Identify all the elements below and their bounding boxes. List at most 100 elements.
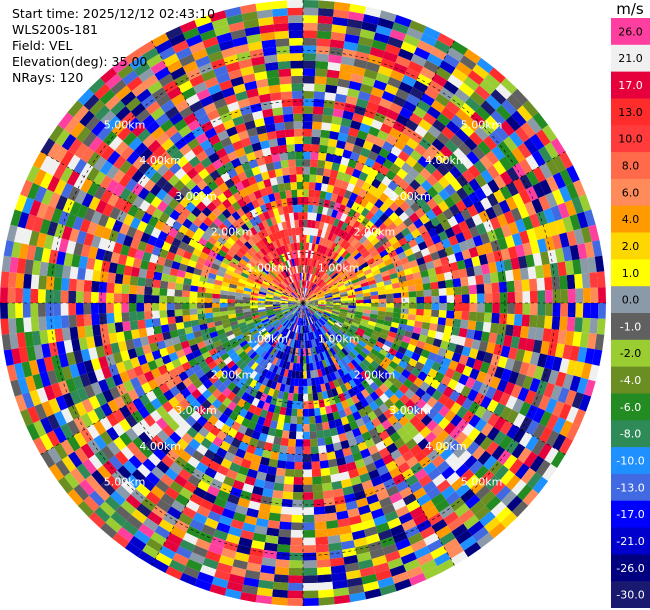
radar-gate [361,76,376,87]
radar-gate [378,447,391,459]
radar-gate [39,218,51,235]
radar-gate [21,228,33,245]
radar-gate [241,178,251,189]
radar-gate [220,245,230,254]
radar-gate [453,147,467,162]
radar-gate [308,291,314,298]
radar-gate [292,308,298,315]
radar-gate [455,362,466,374]
radar-gate [263,418,272,428]
radar-gate [220,423,231,435]
radar-gate [292,347,296,356]
colorbar-tick-label: -26.0 [616,562,644,575]
radar-gate [73,242,84,256]
radar-gate [311,354,316,363]
radar-gate [22,288,31,303]
radar-gate [523,138,539,155]
radar-gate [178,80,193,94]
radar-gate [248,404,257,414]
radar-gate [273,405,281,415]
radar-gate [305,288,310,297]
radar-gate [149,409,162,423]
radar-gate [361,479,374,491]
radar-gate [309,282,315,290]
radar-gate [527,326,537,340]
radar-gate [342,262,351,270]
radar-gate [136,220,148,233]
radar-gate [587,333,597,350]
radar-gate [265,362,272,371]
radar-gate [312,392,319,401]
radar-gate [442,434,455,448]
radar-gate [357,272,366,279]
radar-gate [340,305,349,308]
radar-gate [212,288,221,295]
radar-gate [336,425,346,435]
radar-gate [537,238,548,253]
radar-gate [214,320,223,327]
radar-gate [589,272,598,288]
radar-gate [323,99,335,109]
radar-gate [328,54,343,64]
radar-gate [292,308,299,315]
radar-gate [310,274,314,282]
radar-gate [253,447,264,457]
radar-gate [191,325,201,333]
radar-gate [100,402,113,417]
radar-gate [430,46,447,61]
radar-gate [325,257,332,265]
radar-gate [467,70,485,86]
radar-gate [474,126,489,141]
radar-gate [378,192,389,203]
radar-gate [435,525,452,540]
radar-gate [429,436,443,450]
radar-gate [284,252,289,261]
radar-gate [292,291,298,298]
radar-gate [420,269,429,278]
radar-gate [393,338,402,347]
radar-gate [451,243,462,254]
radar-gate [249,48,264,59]
radar-gate [295,303,303,305]
radar-gate [477,293,485,303]
radar-gate [313,197,320,206]
radar-gate [240,529,255,541]
radar-gate [159,295,167,303]
radar-gate [137,128,151,143]
radar-gate [235,292,244,297]
radar-gate [506,313,515,326]
radar-gate [304,288,307,296]
radar-gate [371,303,379,307]
radar-gate [186,383,197,394]
radar-gate [540,223,552,239]
radar-gate [289,323,294,331]
radar-gate [303,15,319,24]
radar-gate [168,351,179,362]
radar-gate [310,377,316,386]
radar-gate [430,281,439,290]
radar-gate [485,342,496,354]
radar-gate [311,385,318,394]
radar-gate [375,522,390,534]
radar-gate [317,279,324,287]
radar-gate [280,513,292,523]
radar-gate [375,154,387,166]
radar-gate [322,313,330,319]
radar-gate [251,142,262,152]
radar-gate [542,463,558,482]
radar-gate [106,312,115,324]
radar-gate [389,394,400,405]
radar-gate [272,301,281,303]
radar-gate [571,392,584,409]
radar-gate [319,282,327,289]
radar-gate [304,272,307,281]
radar-gate [471,213,483,226]
radar-gate [510,207,523,222]
radar-gate [275,239,282,248]
radar-gate [193,107,207,120]
radar-gate [265,370,273,380]
radar-gate [354,137,366,148]
radar-gate [404,206,415,218]
radar-gate [356,373,365,383]
radar-gate [93,406,107,421]
